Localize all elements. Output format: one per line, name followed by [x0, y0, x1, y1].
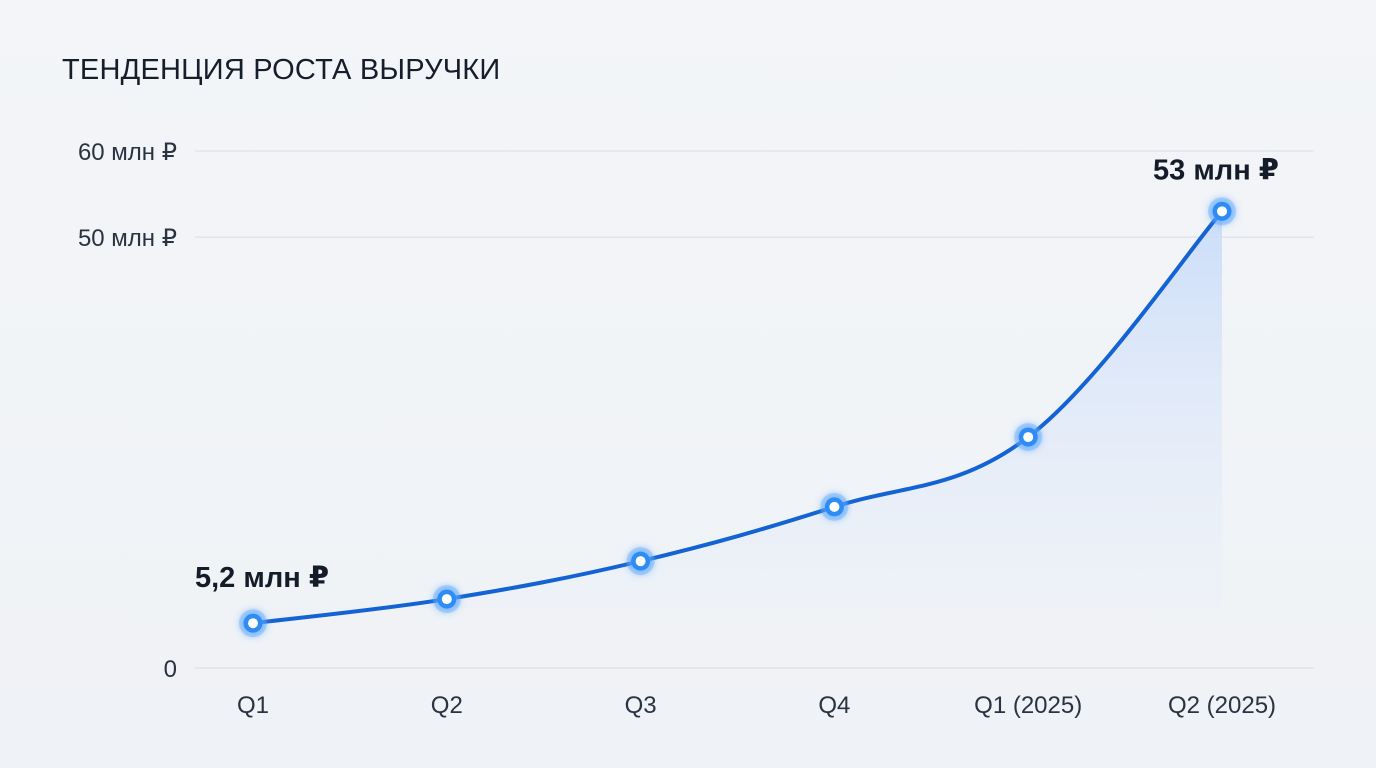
data-points — [239, 197, 1236, 638]
x-tick-label: Q4 — [818, 692, 850, 719]
x-axis-ticks: Q1 Q2 Q3 Q4 Q1 (2025) Q2 (2025) — [237, 692, 1276, 719]
y-axis-ticks: 0 50 млн ₽ 60 млн ₽ — [78, 139, 177, 683]
grid-lines — [195, 150, 1314, 669]
data-labels: 5,2 млн ₽ 53 млн ₽ — [195, 154, 1279, 594]
data-label: 53 млн ₽ — [1153, 154, 1279, 186]
data-point[interactable] — [626, 547, 655, 576]
data-point[interactable] — [1208, 197, 1236, 226]
y-tick-label: 0 — [164, 656, 177, 683]
x-tick-label: Q2 (2025) — [1168, 692, 1276, 719]
data-point[interactable] — [1014, 423, 1043, 452]
x-tick-label: Q1 (2025) — [974, 692, 1082, 719]
chart-title: ТЕНДЕНЦИЯ РОСТА ВЫРУЧКИ — [62, 54, 501, 86]
area-fill-shape — [253, 211, 1222, 624]
x-tick-label: Q2 — [431, 692, 463, 719]
x-tick-label: Q3 — [625, 692, 657, 719]
x-tick-label: Q1 — [237, 692, 269, 719]
data-point[interactable] — [239, 609, 267, 638]
y-tick-label: 60 млн ₽ — [78, 139, 177, 166]
area-fill — [253, 211, 1222, 624]
data-label: 5,2 млн ₽ — [195, 562, 329, 594]
y-tick-label: 50 млн ₽ — [78, 225, 177, 252]
data-point[interactable] — [432, 585, 461, 614]
data-point[interactable] — [820, 492, 849, 521]
